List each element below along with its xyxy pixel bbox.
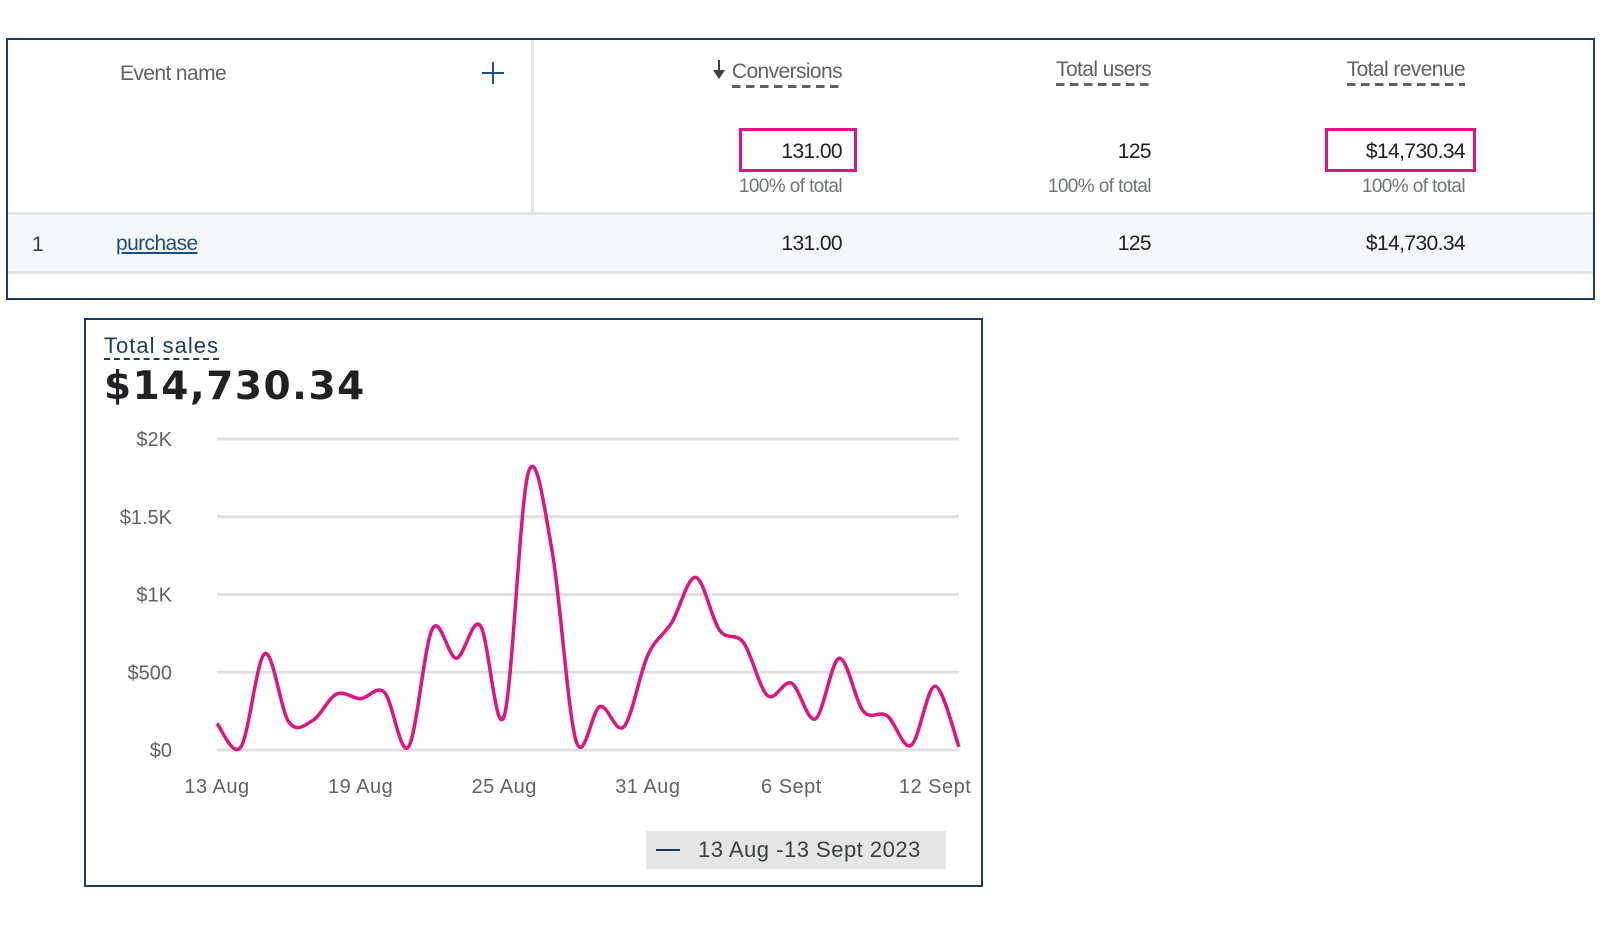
- data-point: [788, 680, 794, 686]
- x-tick-label: 12 Sept: [899, 776, 971, 798]
- data-point: [956, 744, 962, 750]
- data-point: [836, 655, 842, 661]
- data-point: [621, 724, 627, 730]
- chart-legend[interactable]: 13 Aug -13 Sept 2023: [646, 831, 946, 869]
- conversions-highlight-box: [739, 128, 857, 172]
- data-point: [429, 626, 435, 632]
- data-point: [358, 696, 364, 702]
- data-point: [717, 627, 723, 633]
- conversions-header[interactable]: Conversions: [712, 58, 843, 88]
- data-point: [310, 717, 316, 723]
- sales-line-chart: $0 $500 $1K $1.5K $2K 13 Aug 19 Aug 25 Aug 31 Au…: [120, 429, 971, 798]
- total-revenue-header[interactable]: Total revenue: [1346, 58, 1466, 86]
- legend-label: 13 Aug -13 Sept 2023: [698, 837, 921, 862]
- sort-descending-icon[interactable]: [712, 58, 726, 82]
- card-total-value: $14,730.34: [104, 364, 366, 409]
- data-point: [214, 721, 220, 727]
- revenue-highlight-box: [1325, 128, 1476, 172]
- total-users-header[interactable]: Total users: [1056, 58, 1152, 86]
- data-point: [765, 693, 771, 699]
- x-tick-label: 31 Aug: [615, 776, 680, 798]
- y-tick-label: $1K: [136, 585, 172, 607]
- data-point: [501, 713, 507, 719]
- card-title[interactable]: Total sales: [104, 333, 219, 360]
- data-point: [477, 623, 483, 629]
- row-conversions: 131.00: [781, 232, 842, 255]
- add-dimension-icon[interactable]: [482, 62, 504, 84]
- y-tick-label: $0: [150, 740, 172, 762]
- total-users-header-label: Total users: [1056, 58, 1152, 86]
- total-revenue-total: $14,730.34: [1365, 140, 1466, 163]
- data-point: [238, 744, 244, 750]
- row-total-revenue: $14,730.34: [1365, 232, 1466, 255]
- events-table: Event name Conversions Total users Total…: [6, 38, 1595, 300]
- y-tick-label: $500: [128, 662, 173, 684]
- data-point: [741, 640, 747, 646]
- table-row: 1 purchase 131.00 125 $14,730.34: [8, 212, 1593, 274]
- data-point: [884, 713, 890, 719]
- data-point: [334, 691, 340, 697]
- y-tick-label: $1.5K: [120, 507, 173, 529]
- conversions-total: 131.00: [781, 140, 842, 163]
- data-point: [597, 703, 603, 709]
- conversions-header-label: Conversions: [731, 60, 843, 88]
- row-index: 1: [32, 233, 44, 256]
- y-tick-label: $2K: [136, 429, 172, 451]
- event-name-header: Event name: [120, 62, 227, 85]
- data-point: [382, 689, 388, 695]
- total-revenue-total-pct: 100% of total: [1361, 176, 1466, 197]
- data-point: [669, 619, 675, 625]
- data-point: [262, 651, 268, 657]
- data-point: [693, 574, 699, 580]
- total-sales-card: Total sales $14,730.34 $0 $500 $1K $1.5K $2K…: [84, 318, 983, 887]
- data-point: [932, 683, 938, 689]
- data-point: [525, 470, 531, 476]
- data-point: [812, 716, 818, 722]
- data-point: [860, 708, 866, 714]
- legend-line-icon: [656, 849, 680, 851]
- total-revenue-header-label: Total revenue: [1346, 58, 1466, 86]
- row-total-users: 125: [1117, 232, 1152, 255]
- data-point: [286, 719, 292, 725]
- data-point: [549, 548, 555, 554]
- data-point: [573, 738, 579, 744]
- x-tick-label: 19 Aug: [328, 776, 393, 798]
- data-point: [645, 652, 651, 658]
- total-users-total: 125: [1117, 140, 1152, 163]
- x-tick-label: 13 Aug: [184, 776, 249, 798]
- conversions-total-pct: 100% of total: [738, 176, 843, 197]
- column-divider: [531, 40, 534, 272]
- x-tick-label: 6 Sept: [761, 776, 822, 798]
- total-users-total-pct: 100% of total: [1047, 176, 1152, 197]
- data-point: [908, 742, 914, 748]
- event-link-purchase[interactable]: purchase: [116, 232, 198, 255]
- x-tick-label: 25 Aug: [472, 776, 537, 798]
- data-point: [405, 744, 411, 750]
- sales-series-line: [215, 464, 961, 752]
- data-point: [453, 655, 459, 661]
